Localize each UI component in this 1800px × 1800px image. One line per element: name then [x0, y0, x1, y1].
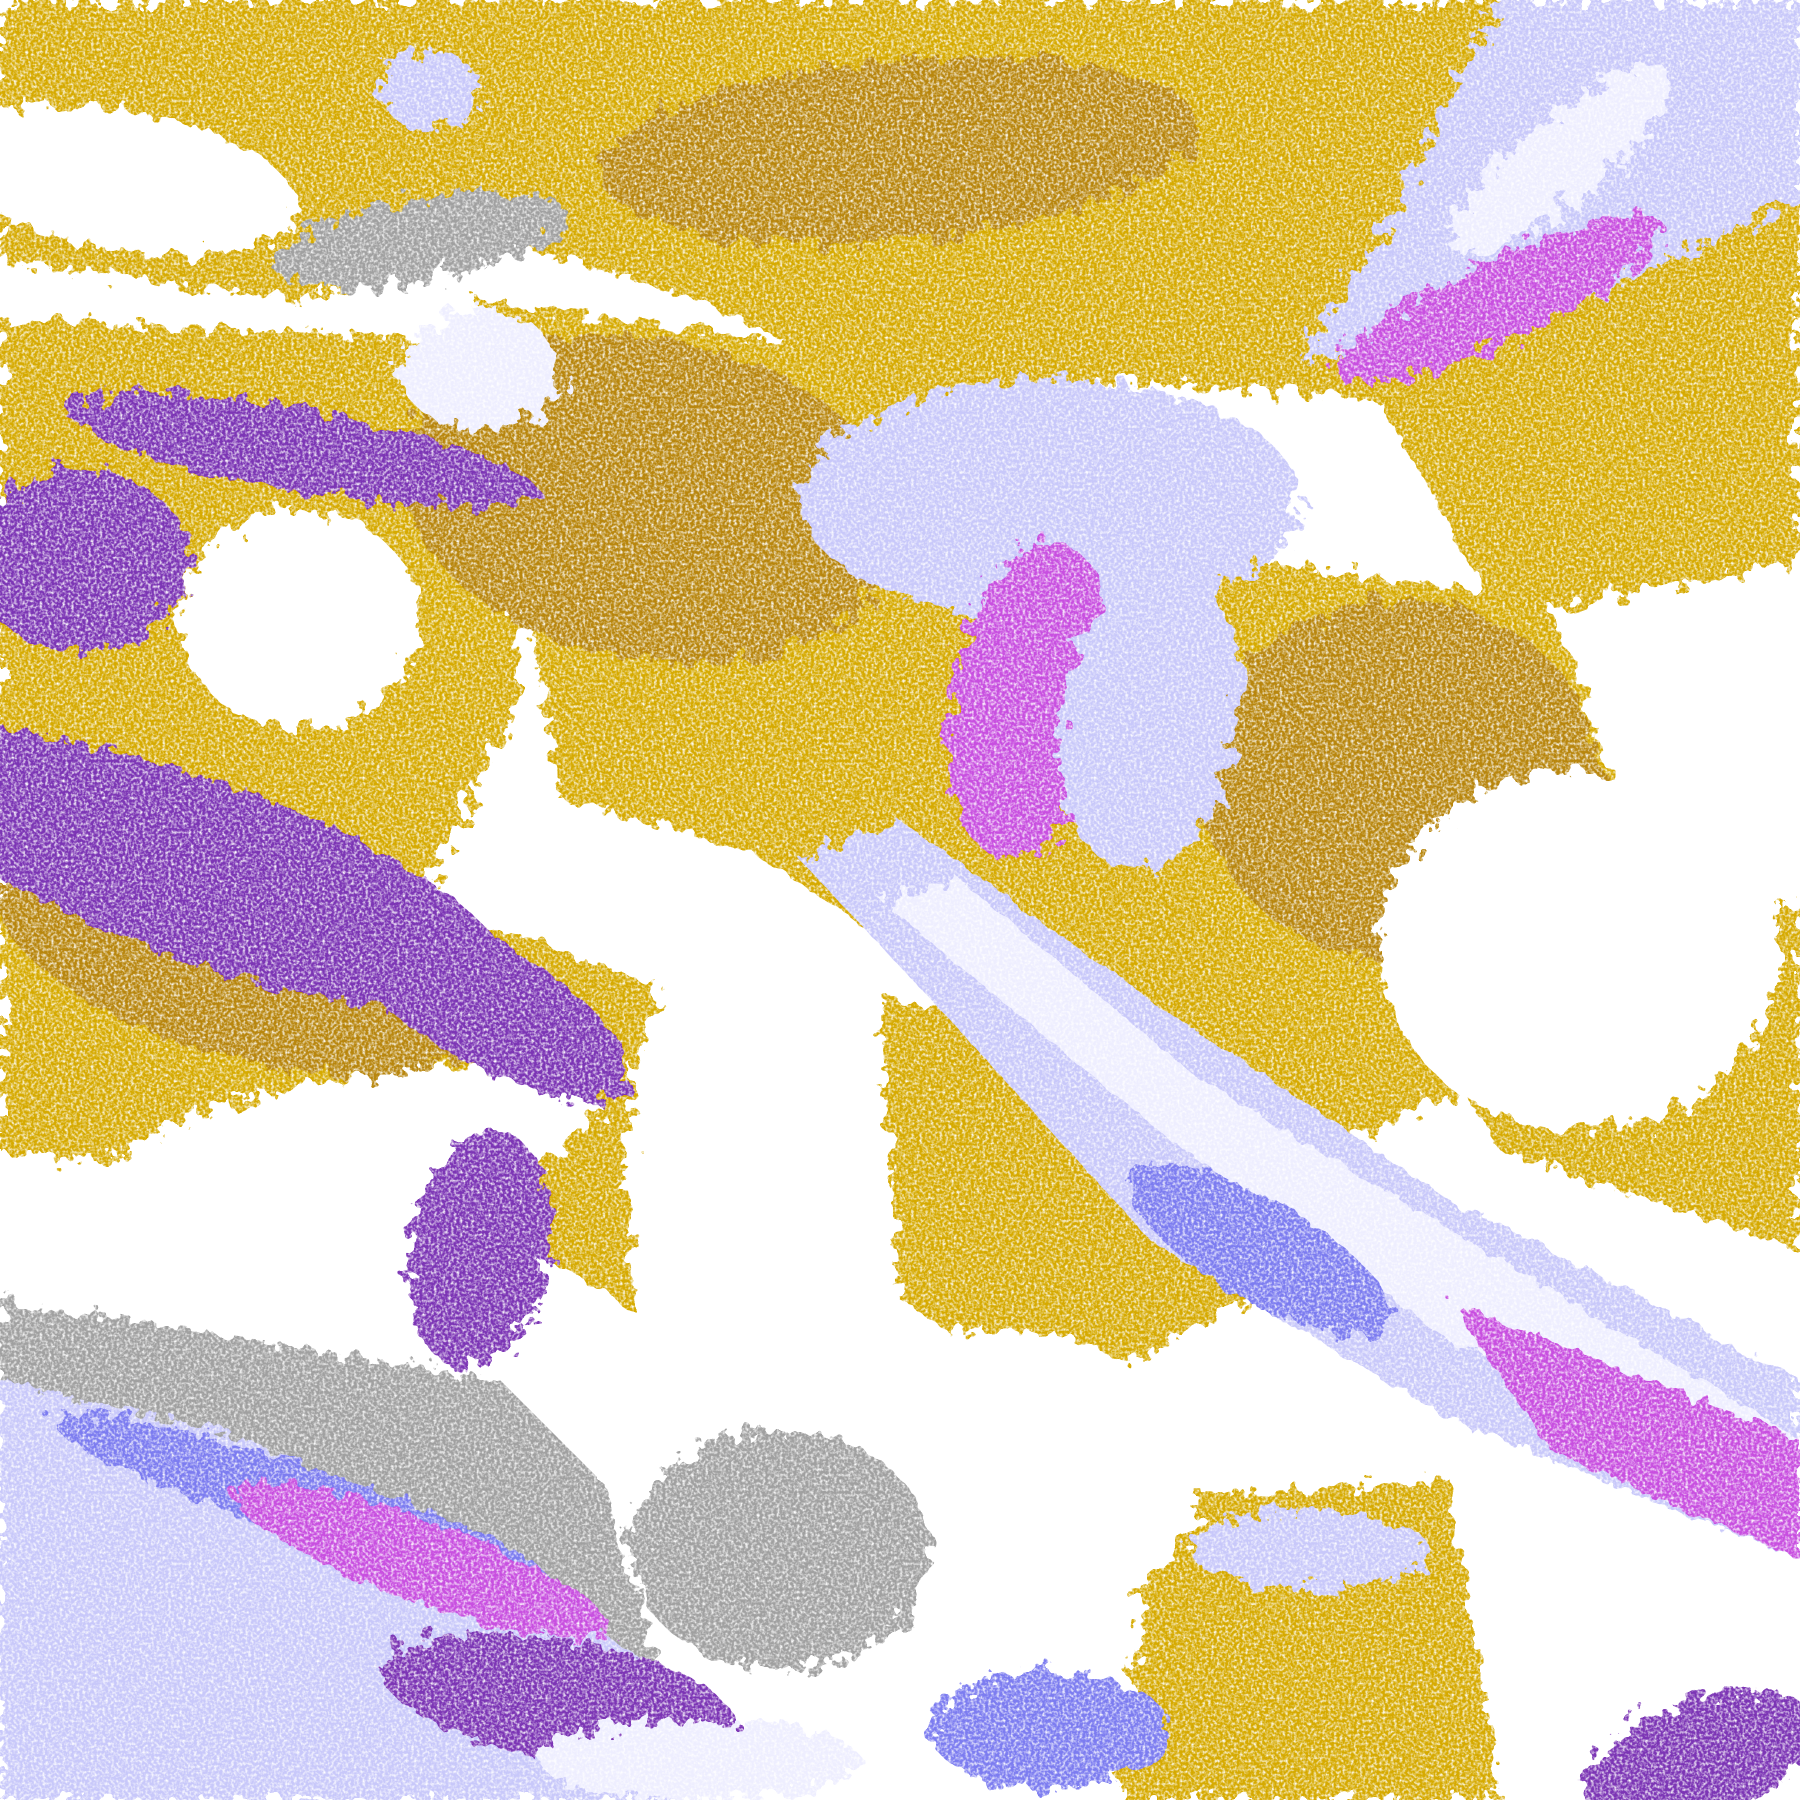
classified-map [0, 0, 1800, 1800]
map-raster [0, 0, 1800, 1800]
speckle-texture [0, 0, 1800, 1800]
